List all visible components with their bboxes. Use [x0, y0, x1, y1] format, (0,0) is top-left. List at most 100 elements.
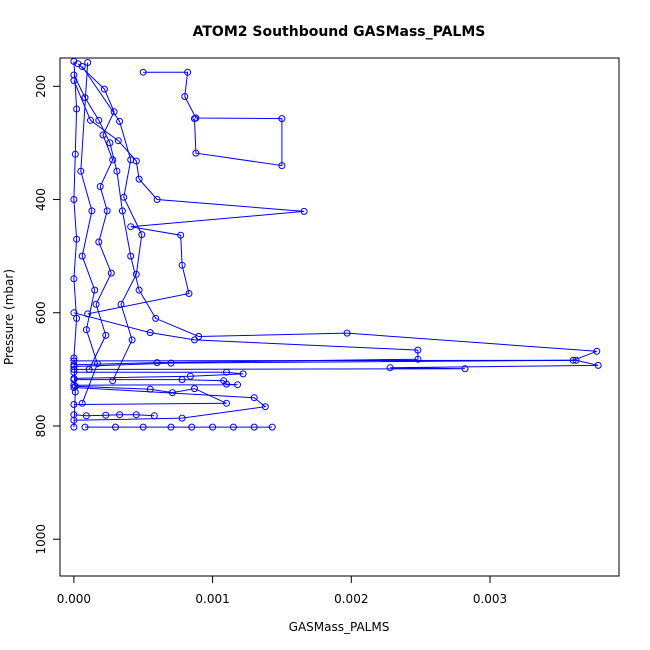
data-point	[177, 231, 185, 239]
data-point	[84, 310, 92, 318]
data-point	[132, 270, 140, 278]
y-tick-label: 200	[34, 75, 48, 98]
y-tick-label: 600	[34, 301, 48, 324]
data-point	[107, 269, 115, 277]
series-line	[73, 414, 155, 417]
data-point	[87, 116, 94, 124]
data-point	[135, 175, 143, 183]
data-point	[70, 309, 78, 317]
data-point	[185, 290, 193, 297]
series-profile-3	[70, 77, 308, 318]
data-point	[186, 372, 194, 380]
data-point	[106, 139, 114, 147]
data-point	[223, 399, 230, 407]
y-axis-label: Pressure (mbar)	[2, 269, 16, 365]
data-point	[343, 329, 351, 337]
data-point	[139, 423, 147, 431]
x-tick-label: 0.001	[195, 592, 229, 606]
data-point	[146, 385, 154, 393]
data-point	[82, 412, 90, 420]
data-point	[116, 411, 124, 419]
series-profile-7	[70, 376, 241, 389]
data-point	[71, 388, 79, 396]
data-point	[112, 423, 119, 431]
series-line	[81, 66, 143, 381]
data-point	[191, 115, 198, 123]
data-point	[181, 93, 189, 100]
data-point	[109, 377, 117, 385]
data-point	[73, 105, 81, 113]
data-point	[78, 63, 86, 70]
data-point	[73, 235, 81, 243]
data-point	[153, 359, 161, 367]
data-point	[114, 137, 122, 145]
plot-frame	[59, 57, 620, 577]
data-point	[594, 361, 602, 369]
data-point	[150, 412, 158, 420]
x-tick-label: 0.002	[334, 592, 368, 606]
data-point	[178, 261, 186, 269]
x-tick-label: 0.003	[473, 592, 507, 606]
data-point	[188, 423, 196, 431]
data-point	[82, 326, 90, 334]
data-point	[300, 207, 308, 215]
series-profile-5	[70, 356, 602, 373]
data-point	[70, 354, 78, 362]
data-point	[70, 196, 78, 203]
data-point	[250, 423, 258, 431]
data-point	[118, 207, 126, 215]
data-point	[70, 381, 78, 389]
data-point	[414, 346, 422, 354]
data-point	[110, 108, 118, 116]
plot-area	[70, 57, 602, 431]
y-axis: 200 400 600 800 1000	[34, 75, 61, 555]
data-point	[268, 423, 276, 431]
data-point	[132, 411, 140, 419]
data-point	[414, 355, 422, 363]
series-profile-11	[81, 423, 276, 431]
data-point	[127, 156, 135, 164]
series-line	[73, 371, 244, 379]
data-point	[191, 336, 198, 344]
data-point	[77, 167, 85, 175]
y-tick-label: 1000	[34, 524, 48, 555]
data-point	[85, 365, 93, 373]
data-point	[70, 384, 78, 391]
data-point	[70, 401, 78, 408]
data-point	[109, 156, 117, 164]
data-point	[593, 347, 601, 355]
data-point	[88, 207, 96, 215]
data-point	[168, 389, 176, 397]
data-point	[261, 403, 269, 411]
data-point	[70, 57, 78, 65]
series-line	[73, 359, 599, 370]
x-tick-label: 0.000	[57, 592, 91, 606]
data-point	[152, 314, 160, 322]
data-point	[73, 314, 81, 322]
data-point	[92, 300, 100, 308]
data-point	[223, 368, 230, 376]
data-point	[81, 423, 89, 431]
series-profile-14	[78, 63, 146, 385]
y-tick-label: 800	[34, 415, 48, 438]
data-point	[135, 286, 143, 294]
data-point	[94, 360, 101, 368]
series-line	[73, 385, 227, 405]
data-point	[229, 423, 237, 431]
data-point	[91, 286, 99, 294]
data-point	[184, 68, 192, 76]
data-point	[167, 423, 175, 431]
y-tick-label: 400	[34, 188, 48, 211]
data-point	[70, 77, 78, 85]
data-point	[178, 376, 186, 384]
data-point	[70, 275, 78, 283]
series-line	[73, 74, 597, 367]
series-line	[73, 61, 78, 428]
data-point	[223, 380, 230, 388]
data-point	[138, 231, 146, 239]
data-point	[113, 167, 121, 175]
series-profile-8	[70, 384, 269, 424]
series-line	[77, 63, 115, 370]
data-point	[386, 364, 394, 372]
